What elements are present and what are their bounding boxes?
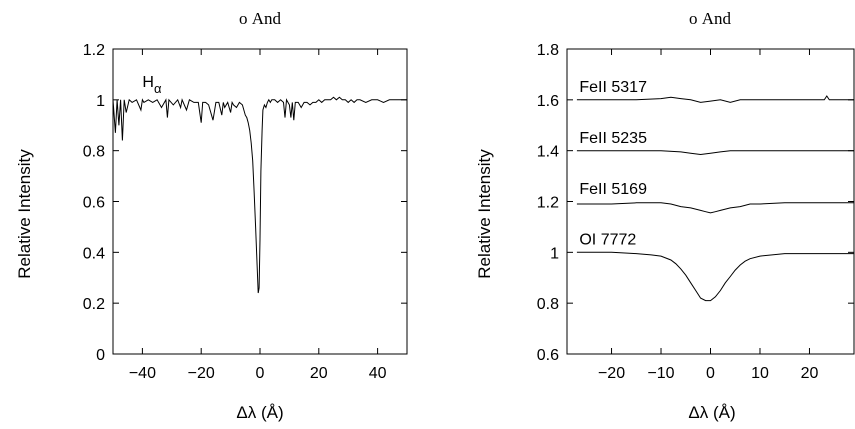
right-y-tick-label: 1.2: [537, 195, 559, 212]
right-annotations: FeII 5317 FeII 5235 FeII 5169 OI 7772: [579, 79, 647, 249]
right-series-line-1: [576, 150, 854, 156]
right-y-tick-label: 0.6: [537, 347, 559, 364]
right-series-line-3: [576, 251, 854, 302]
left-series-line-0: [112, 96, 407, 294]
right-series-line-2: [576, 202, 854, 214]
left-x-tick-label: 20: [310, 365, 328, 382]
left-y-tick-label: 0.8: [83, 144, 105, 161]
right-y-tick-label: 1: [550, 245, 559, 262]
left-y-tick-label: 1.2: [83, 42, 105, 59]
right-y-tick-label: 1.8: [537, 42, 559, 59]
right-series-line-0: [576, 95, 854, 103]
left-annotation-text: H: [142, 74, 154, 91]
left-chart-title: ο And: [239, 9, 282, 28]
right-x-tick-label: −20: [598, 365, 625, 382]
right-y-tick-label: 1.4: [537, 144, 559, 161]
right-annotation: FeII 5169: [579, 181, 647, 198]
right-annotation-text: FeII 5169: [579, 181, 647, 198]
right-y-tick-label: 0.8: [537, 296, 559, 313]
left-annotation-subscript: α: [154, 81, 162, 96]
right-annotation: FeII 5317: [579, 79, 647, 96]
right-x-tick-label: −10: [647, 365, 674, 382]
right-x-axis-label: Δλ (Å): [688, 403, 735, 422]
left-panel: ο And Δλ (Å) Relative Intensity −40 −20 0 2…: [15, 9, 408, 422]
left-y-tick-label: 1: [96, 93, 105, 110]
left-annotations: Hα: [142, 74, 162, 96]
right-panel: ο And Δλ (Å) Relative Intensity −20 −10 0 1…: [475, 9, 855, 422]
right-annotation-text: OI 7772: [579, 232, 636, 249]
right-y-axis-label: Relative Intensity: [475, 149, 494, 279]
left-y-tick-label: 0.4: [83, 245, 105, 262]
right-chart-title: ο And: [689, 9, 732, 28]
left-annotation: Hα: [142, 74, 162, 96]
right-ticks: −20 −10 0 10 20 0.6 0.8 1 1.2 1.4 1.6 1.8: [537, 42, 854, 382]
left-y-axis-label: Relative Intensity: [15, 149, 34, 279]
right-annotation: OI 7772: [579, 232, 636, 249]
left-x-tick-label: 0: [256, 365, 265, 382]
right-x-tick-label: 20: [801, 365, 819, 382]
right-y-tick-label: 1.6: [537, 93, 559, 110]
right-annotation: FeII 5235: [579, 130, 647, 147]
right-x-tick-label: 0: [706, 365, 715, 382]
left-x-tick-label: 40: [369, 365, 387, 382]
left-ticks: −40 −20 0 20 40 0 0.2 0.4 0.6 0.8 1 1.2: [83, 42, 407, 382]
right-x-tick-label: 10: [751, 365, 769, 382]
left-series: [112, 96, 407, 294]
right-series: [576, 95, 854, 302]
left-x-tick-label: −40: [129, 365, 156, 382]
left-x-tick-label: −20: [188, 365, 215, 382]
right-annotation-text: FeII 5235: [579, 130, 647, 147]
left-y-tick-label: 0: [96, 347, 105, 364]
left-x-axis-label: Δλ (Å): [236, 403, 283, 422]
left-y-tick-label: 0.6: [83, 195, 105, 212]
left-y-tick-label: 0.2: [83, 296, 105, 313]
right-annotation-text: FeII 5317: [579, 79, 647, 96]
